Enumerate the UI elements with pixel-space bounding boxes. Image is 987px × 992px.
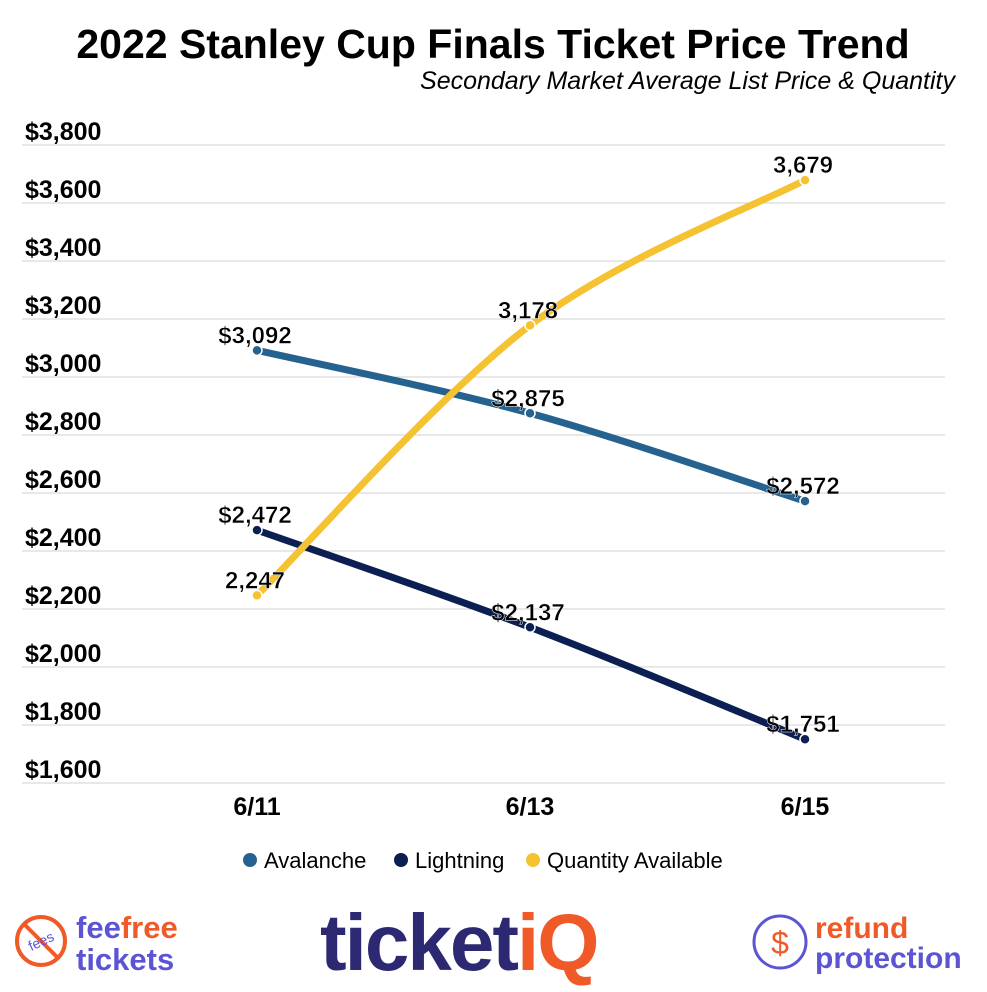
legend-label: Lightning [415, 848, 504, 873]
x-axis: 6/11 6/13 6/15 [233, 793, 829, 821]
y-tick-label: $1,600 [25, 756, 101, 784]
data-label: $2,875 [491, 385, 564, 412]
data-point [524, 319, 536, 332]
svg-text:protection: protection [815, 942, 962, 975]
y-tick-label: $1,800 [25, 698, 101, 726]
data-point [524, 621, 536, 634]
series-lines [253, 176, 809, 743]
legend-marker [526, 853, 540, 867]
svg-text:refund: refund [815, 912, 908, 945]
feefree-tickets-logo[interactable]: fees feefree tickets [15, 910, 178, 977]
y-tick-label: $2,600 [25, 466, 101, 494]
svg-text:ticketiQ: ticketiQ [320, 898, 597, 987]
y-tick-label: $3,000 [25, 350, 101, 378]
legend-marker [243, 853, 257, 867]
x-tick-label: 6/13 [506, 793, 555, 821]
x-tick-label: 6/11 [233, 793, 280, 821]
no-fees-icon [15, 915, 67, 967]
data-label: $3,092 [218, 322, 291, 349]
data-labels: $3,092 $2,875 $2,572 $2,472 $2,137 $1,751 2,24… [218, 152, 840, 739]
svg-text:tickets: tickets [76, 942, 174, 977]
data-label: 2,247 [225, 567, 285, 594]
y-tick-label: $2,200 [25, 582, 101, 610]
data-point [799, 174, 811, 186]
legend: Avalanche Lightning Quantity Available [243, 848, 723, 873]
chart-title: 2022 Stanley Cup Finals Ticket Price Tre… [76, 21, 909, 67]
y-tick-label: $3,600 [25, 176, 101, 204]
data-point [799, 733, 811, 745]
refund-protection-logo[interactable]: $ refund protection [752, 912, 962, 975]
series-line-lightning [253, 526, 809, 743]
ticketiq-logo[interactable]: ticketiQ [320, 898, 599, 987]
x-tick-label: 6/15 [781, 793, 830, 821]
series-points [251, 174, 811, 745]
y-tick-label: $2,800 [25, 408, 101, 436]
chart-subtitle: Secondary Market Average List Price & Qu… [420, 67, 956, 95]
legend-marker [394, 853, 408, 867]
data-label: 3,178 [498, 297, 558, 324]
data-point [251, 589, 263, 602]
data-label: $1,751 [766, 711, 839, 738]
data-label: 3,679 [773, 152, 833, 179]
data-label: $2,572 [766, 473, 839, 500]
series-line-avalanche [253, 346, 809, 505]
legend-label: Quantity Available [547, 848, 723, 873]
svg-text:$: $ [771, 925, 789, 961]
y-axis: $1,600 $1,800 $2,000 $2,200 $2,400 $2,600 $2,8… [25, 118, 101, 784]
y-tick-label: $3,800 [25, 118, 101, 146]
y-tick-label: $3,400 [25, 234, 101, 262]
grid [22, 144, 945, 784]
data-point [251, 524, 263, 536]
data-point [524, 407, 536, 419]
legend-label: Avalanche [264, 848, 366, 873]
refund-icon [752, 914, 808, 970]
data-point [799, 495, 811, 507]
data-point [251, 344, 263, 357]
svg-text:feefree: feefree [76, 910, 178, 945]
y-tick-label: $3,200 [25, 292, 101, 320]
data-label: $2,472 [218, 502, 291, 529]
data-label: $2,137 [491, 599, 564, 626]
y-tick-label: $2,000 [25, 640, 101, 668]
y-tick-label: $2,400 [25, 524, 101, 552]
